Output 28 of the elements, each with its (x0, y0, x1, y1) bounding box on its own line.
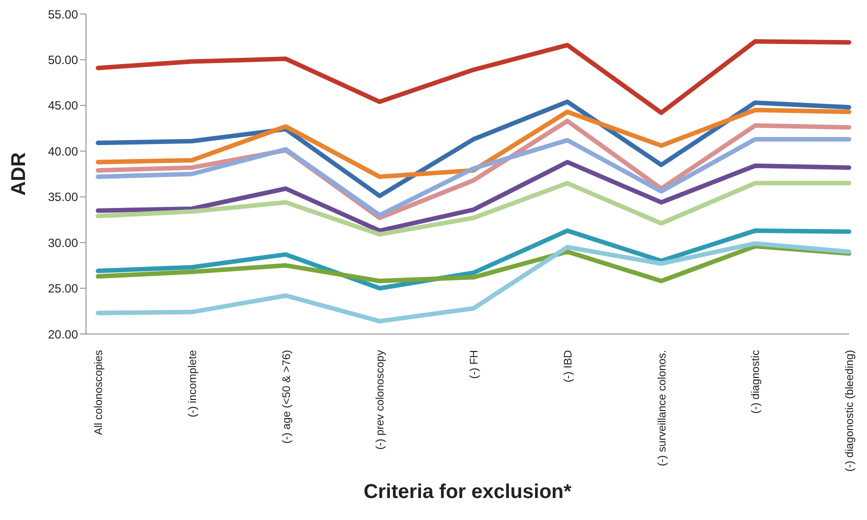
line-series (96, 160, 852, 233)
y-tick-label: 45.00 (48, 98, 78, 113)
x-tick-label: (-) FH (468, 350, 480, 379)
y-tick-label: 35.00 (48, 190, 78, 204)
x-tick-label: (-) incomplete (186, 350, 199, 418)
x-tick-label: (-) surveillance colonos. (656, 350, 668, 466)
y-tick-label: 30.00 (48, 236, 78, 250)
line-series (96, 137, 852, 218)
line-series (96, 39, 852, 115)
y-tick-label: 20.00 (48, 327, 78, 342)
x-tick-label: (-) age (<50 & >76) (280, 350, 293, 444)
x-tick-label: (-) diagonostic (bleeding) (844, 350, 856, 472)
y-tick-label: 40.00 (48, 144, 78, 158)
y-tick-label: 55.00 (48, 7, 78, 22)
x-tick-label: (-) IBD (562, 350, 574, 382)
y-axis-title: ADR (8, 152, 30, 196)
line-series (96, 100, 852, 198)
x-tick-label: (-) diagnostic (750, 350, 762, 414)
y-tick-label: 50.00 (48, 52, 78, 67)
line-series (96, 108, 852, 179)
y-tick-label: 25.00 (48, 282, 78, 296)
x-axis-title: Criteria for exclusion* (364, 481, 572, 503)
line-series (96, 228, 852, 291)
line-series (96, 180, 852, 237)
x-tick-label: (-) prev colonoscopy (374, 350, 387, 450)
line-series (96, 244, 852, 284)
line-series (96, 241, 852, 324)
x-tick-label: All colonoscopies (93, 350, 105, 435)
